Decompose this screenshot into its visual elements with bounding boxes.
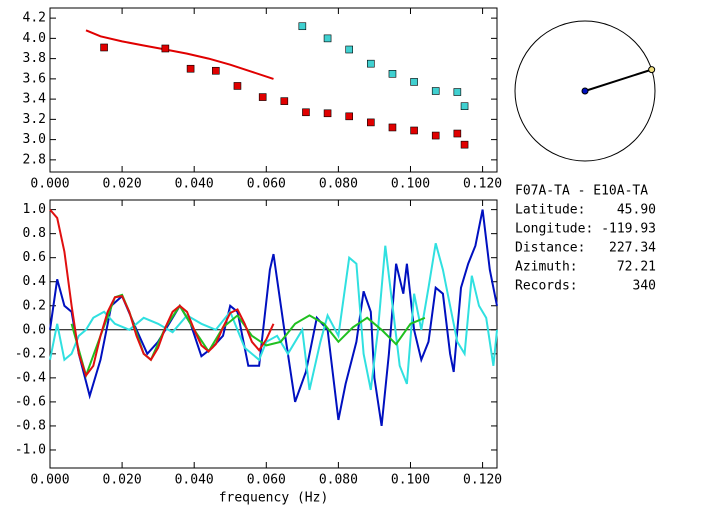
series-line: [49, 209, 498, 427]
square-marker: [186, 64, 195, 73]
x-tick-label: 0.100: [391, 177, 430, 192]
square-marker: [161, 44, 170, 53]
series-line: [49, 243, 498, 391]
info-value: 72.21: [617, 260, 656, 275]
plot-frame: [49, 7, 498, 173]
x-tick-label: 0.020: [103, 473, 142, 488]
info-label: Azimuth:: [515, 260, 578, 275]
x-tick-label: 0.040: [175, 177, 214, 192]
station-title: F07A-TA - E10A-TA: [515, 184, 648, 199]
x-tick-label: 0.120: [463, 177, 502, 192]
y-tick-label: -0.4: [15, 370, 46, 385]
y-tick-label: 0.4: [23, 274, 47, 289]
square-marker: [100, 43, 108, 52]
y-tick-label: -0.8: [15, 418, 46, 433]
square-marker: [280, 97, 289, 105]
square-marker: [233, 82, 242, 90]
square-marker: [302, 108, 310, 117]
x-axis-label: frequency (Hz): [219, 491, 329, 506]
info-label: Longitude:: [515, 222, 593, 237]
square-marker: [388, 123, 397, 132]
square-marker: [212, 66, 220, 75]
y-tick-label: -0.6: [15, 394, 46, 409]
series-line: [49, 208, 275, 378]
y-tick-label: 0.0: [23, 322, 46, 337]
x-tick-label: 0.080: [319, 473, 358, 488]
y-tick-label: 1.0: [23, 202, 46, 217]
y-tick-label: 4.0: [23, 31, 46, 46]
y-tick-label: 0.6: [23, 250, 46, 265]
x-tick-label: 0.060: [247, 473, 286, 488]
y-tick-label: 3.8: [23, 51, 46, 66]
square-marker: [453, 129, 462, 138]
square-marker: [345, 45, 354, 54]
y-tick-label: -1.0: [15, 442, 46, 457]
y-tick-label: 3.6: [23, 71, 46, 86]
square-marker: [460, 102, 469, 110]
square-marker: [323, 109, 332, 118]
square-marker: [323, 34, 332, 43]
y-tick-label: 2.8: [23, 152, 46, 167]
y-tick-label: 3.0: [23, 132, 46, 147]
info-value: 340: [633, 279, 656, 294]
square-marker: [410, 78, 418, 86]
x-tick-label: 0.100: [391, 473, 430, 488]
square-marker: [388, 70, 397, 78]
info-label: Distance:: [515, 241, 585, 256]
x-tick-label: 0.000: [30, 473, 69, 488]
x-tick-label: 0.060: [247, 177, 286, 192]
y-tick-label: 0.2: [23, 298, 46, 313]
x-tick-label: 0.000: [30, 177, 69, 192]
series-line: [85, 29, 274, 80]
x-tick-label: 0.120: [463, 473, 502, 488]
square-marker: [460, 140, 469, 149]
square-marker: [431, 87, 440, 95]
square-marker: [367, 59, 375, 68]
square-marker: [453, 88, 462, 96]
x-tick-label: 0.040: [175, 473, 214, 488]
station-b: [648, 66, 656, 74]
y-tick-label: 3.2: [23, 112, 46, 127]
info-label: Latitude:: [515, 203, 585, 218]
y-tick-label: -0.2: [15, 346, 46, 361]
x-tick-label: 0.020: [103, 177, 142, 192]
square-marker: [258, 93, 267, 101]
y-tick-label: 0.8: [23, 226, 46, 241]
x-tick-label: 0.080: [319, 177, 358, 192]
square-marker: [410, 126, 418, 135]
info-label: Records:: [515, 279, 578, 294]
y-tick-label: 4.2: [23, 11, 46, 26]
info-value: 45.90: [617, 203, 656, 218]
square-marker: [345, 112, 354, 121]
square-marker: [367, 118, 375, 127]
info-value: 227.34: [609, 241, 656, 256]
square-marker: [298, 22, 307, 31]
square-marker: [431, 131, 440, 140]
y-tick-label: 3.4: [23, 92, 47, 107]
azimuth-circle: [514, 20, 656, 162]
info-value: -119.93: [601, 222, 656, 237]
station-a: [581, 87, 589, 95]
azimuth-line: [584, 68, 652, 92]
